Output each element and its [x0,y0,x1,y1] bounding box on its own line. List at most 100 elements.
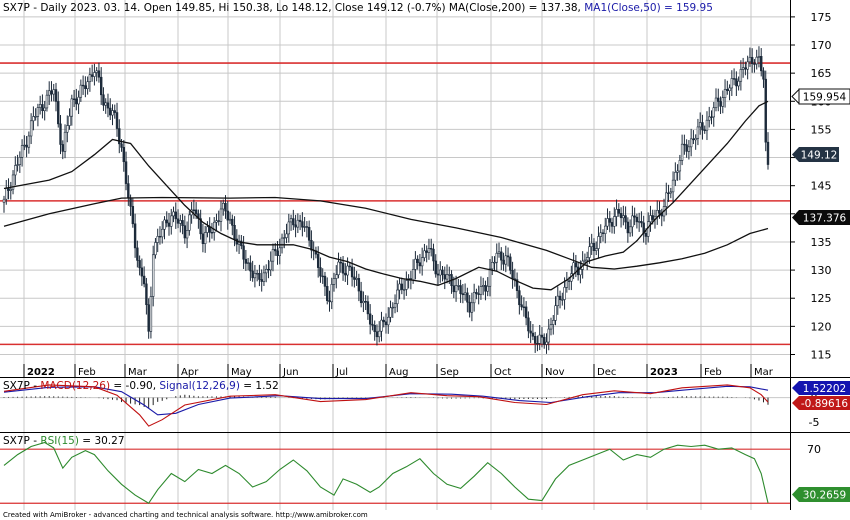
x-tick-label-2: Mar [128,367,148,378]
candle-body-280 [635,216,639,223]
candle-body-267 [606,218,609,227]
candle-body-10 [25,144,28,148]
candle-body-102 [233,225,236,240]
candle-body-229 [520,304,523,308]
candle-body-264 [599,232,602,237]
candle-body-64 [147,304,150,332]
candle-body-23 [54,89,58,102]
ma50-line [3,100,769,291]
signal-header-value: = 1.52 [240,380,279,392]
candle-body-60 [138,260,141,269]
rsi-panel: 70 SX7P - RSI(15) = 30.27 30.2659 [0,433,850,510]
candle-body-156 [355,278,358,280]
candle-body-176 [400,283,404,290]
rsi-vertical-gridlines [23,433,752,510]
candle-body-221 [502,259,505,265]
candle-body-76 [174,211,177,220]
candle-body-71 [163,219,166,230]
rsi-line [3,441,769,504]
macd-ytick-label-1: -5 [809,416,820,429]
candle-body-182 [414,258,417,270]
x-tick-label-0: 2022 [27,367,55,378]
candle-body-72 [165,219,168,224]
macd-value-label: -0.89616 [792,396,850,410]
signal-header-label: Signal(12,26,9) [159,380,240,392]
candle-body-255 [579,269,582,276]
candle-body-212 [481,285,485,287]
candle-body-326 [739,69,743,82]
candle-body-94 [215,220,218,223]
candle-body-333 [755,56,758,65]
candle-body-8 [20,145,24,158]
candle-body-286 [649,215,652,223]
candle-body-194 [441,269,444,275]
candle-body-162 [368,313,372,325]
candle-body-265 [601,232,605,234]
candle-body-11 [27,135,31,148]
candle-body-127 [289,218,293,223]
candle-body-171 [389,307,392,318]
candle-body-100 [228,218,232,221]
rsi-header-value: = 30.27 [79,435,125,447]
candle-body-227 [515,279,519,291]
candle-body-258 [585,257,589,261]
candle-body-1 [5,188,8,200]
candle-body-215 [488,268,492,287]
candle-body-37 [86,81,89,90]
candle-body-304 [689,138,693,148]
candle-body-84 [192,209,196,211]
candle-body-193 [439,269,442,276]
candle-body-89 [203,232,207,245]
candle-body-142 [323,275,327,287]
candle-body-61 [140,267,144,277]
price-ytick-label-3: 130 [811,264,832,277]
candle-body-152 [346,265,349,276]
candle-body-320 [726,89,729,92]
price-header-text: - Daily 2023. 03. 14. Open 149.85, Hi 15… [30,2,584,14]
ma200-value-text: 137.376 [803,213,847,225]
candle-body-101 [231,218,234,226]
candle-body-99 [226,210,229,221]
candle-body-111 [253,273,257,279]
candle-body-187 [425,250,428,253]
x-tick-label-11: Dec [597,367,616,378]
candle-body-128 [292,218,295,226]
candle-body-31 [72,98,76,100]
candle-body-186 [423,250,426,259]
candle-body-108 [246,262,250,264]
candle-body-243 [552,320,555,325]
candle-body-298 [676,170,679,173]
candle-body-96 [219,208,223,222]
candle-body-155 [353,276,356,280]
candle-body-337 [764,78,767,143]
candle-body-315 [714,97,718,109]
x-tick-labels: 2022 Feb Mar Apr May Jun Jul Aug Sep Oct Nov Dec 202… [23,364,774,378]
candle-body-130 [296,219,300,228]
candle-body-136 [310,240,313,251]
candle-body-269 [610,222,614,227]
candle-body-13 [32,116,35,122]
x-tick-label-13: Feb [704,367,722,378]
candle-body-106 [242,245,245,260]
candle-body-63 [145,283,148,306]
candle-body-266 [604,225,607,234]
candle-body-259 [588,246,591,258]
candle-body-203 [461,293,465,296]
rsi-value-text: 30.2659 [803,490,846,502]
candle-body-9 [23,144,26,147]
price-header-ma50: MA1(Close,50) = 159.95 [584,2,713,14]
candle-body-169 [384,321,388,326]
candle-body-284 [644,233,648,237]
candle-body-282 [640,221,643,224]
macd-value-text: -0.89616 [801,398,849,410]
candle-body-183 [416,258,419,263]
candle-body-45 [104,102,107,106]
ma200-value-label: 137.376 [792,210,850,225]
candle-body-185 [420,257,424,267]
candle-body-141 [321,275,324,278]
candle-body-122 [278,247,281,257]
candle-body-268 [608,218,611,223]
candle-body-120 [274,249,277,252]
candle-body-303 [687,146,691,152]
candle-body-2 [7,188,10,191]
